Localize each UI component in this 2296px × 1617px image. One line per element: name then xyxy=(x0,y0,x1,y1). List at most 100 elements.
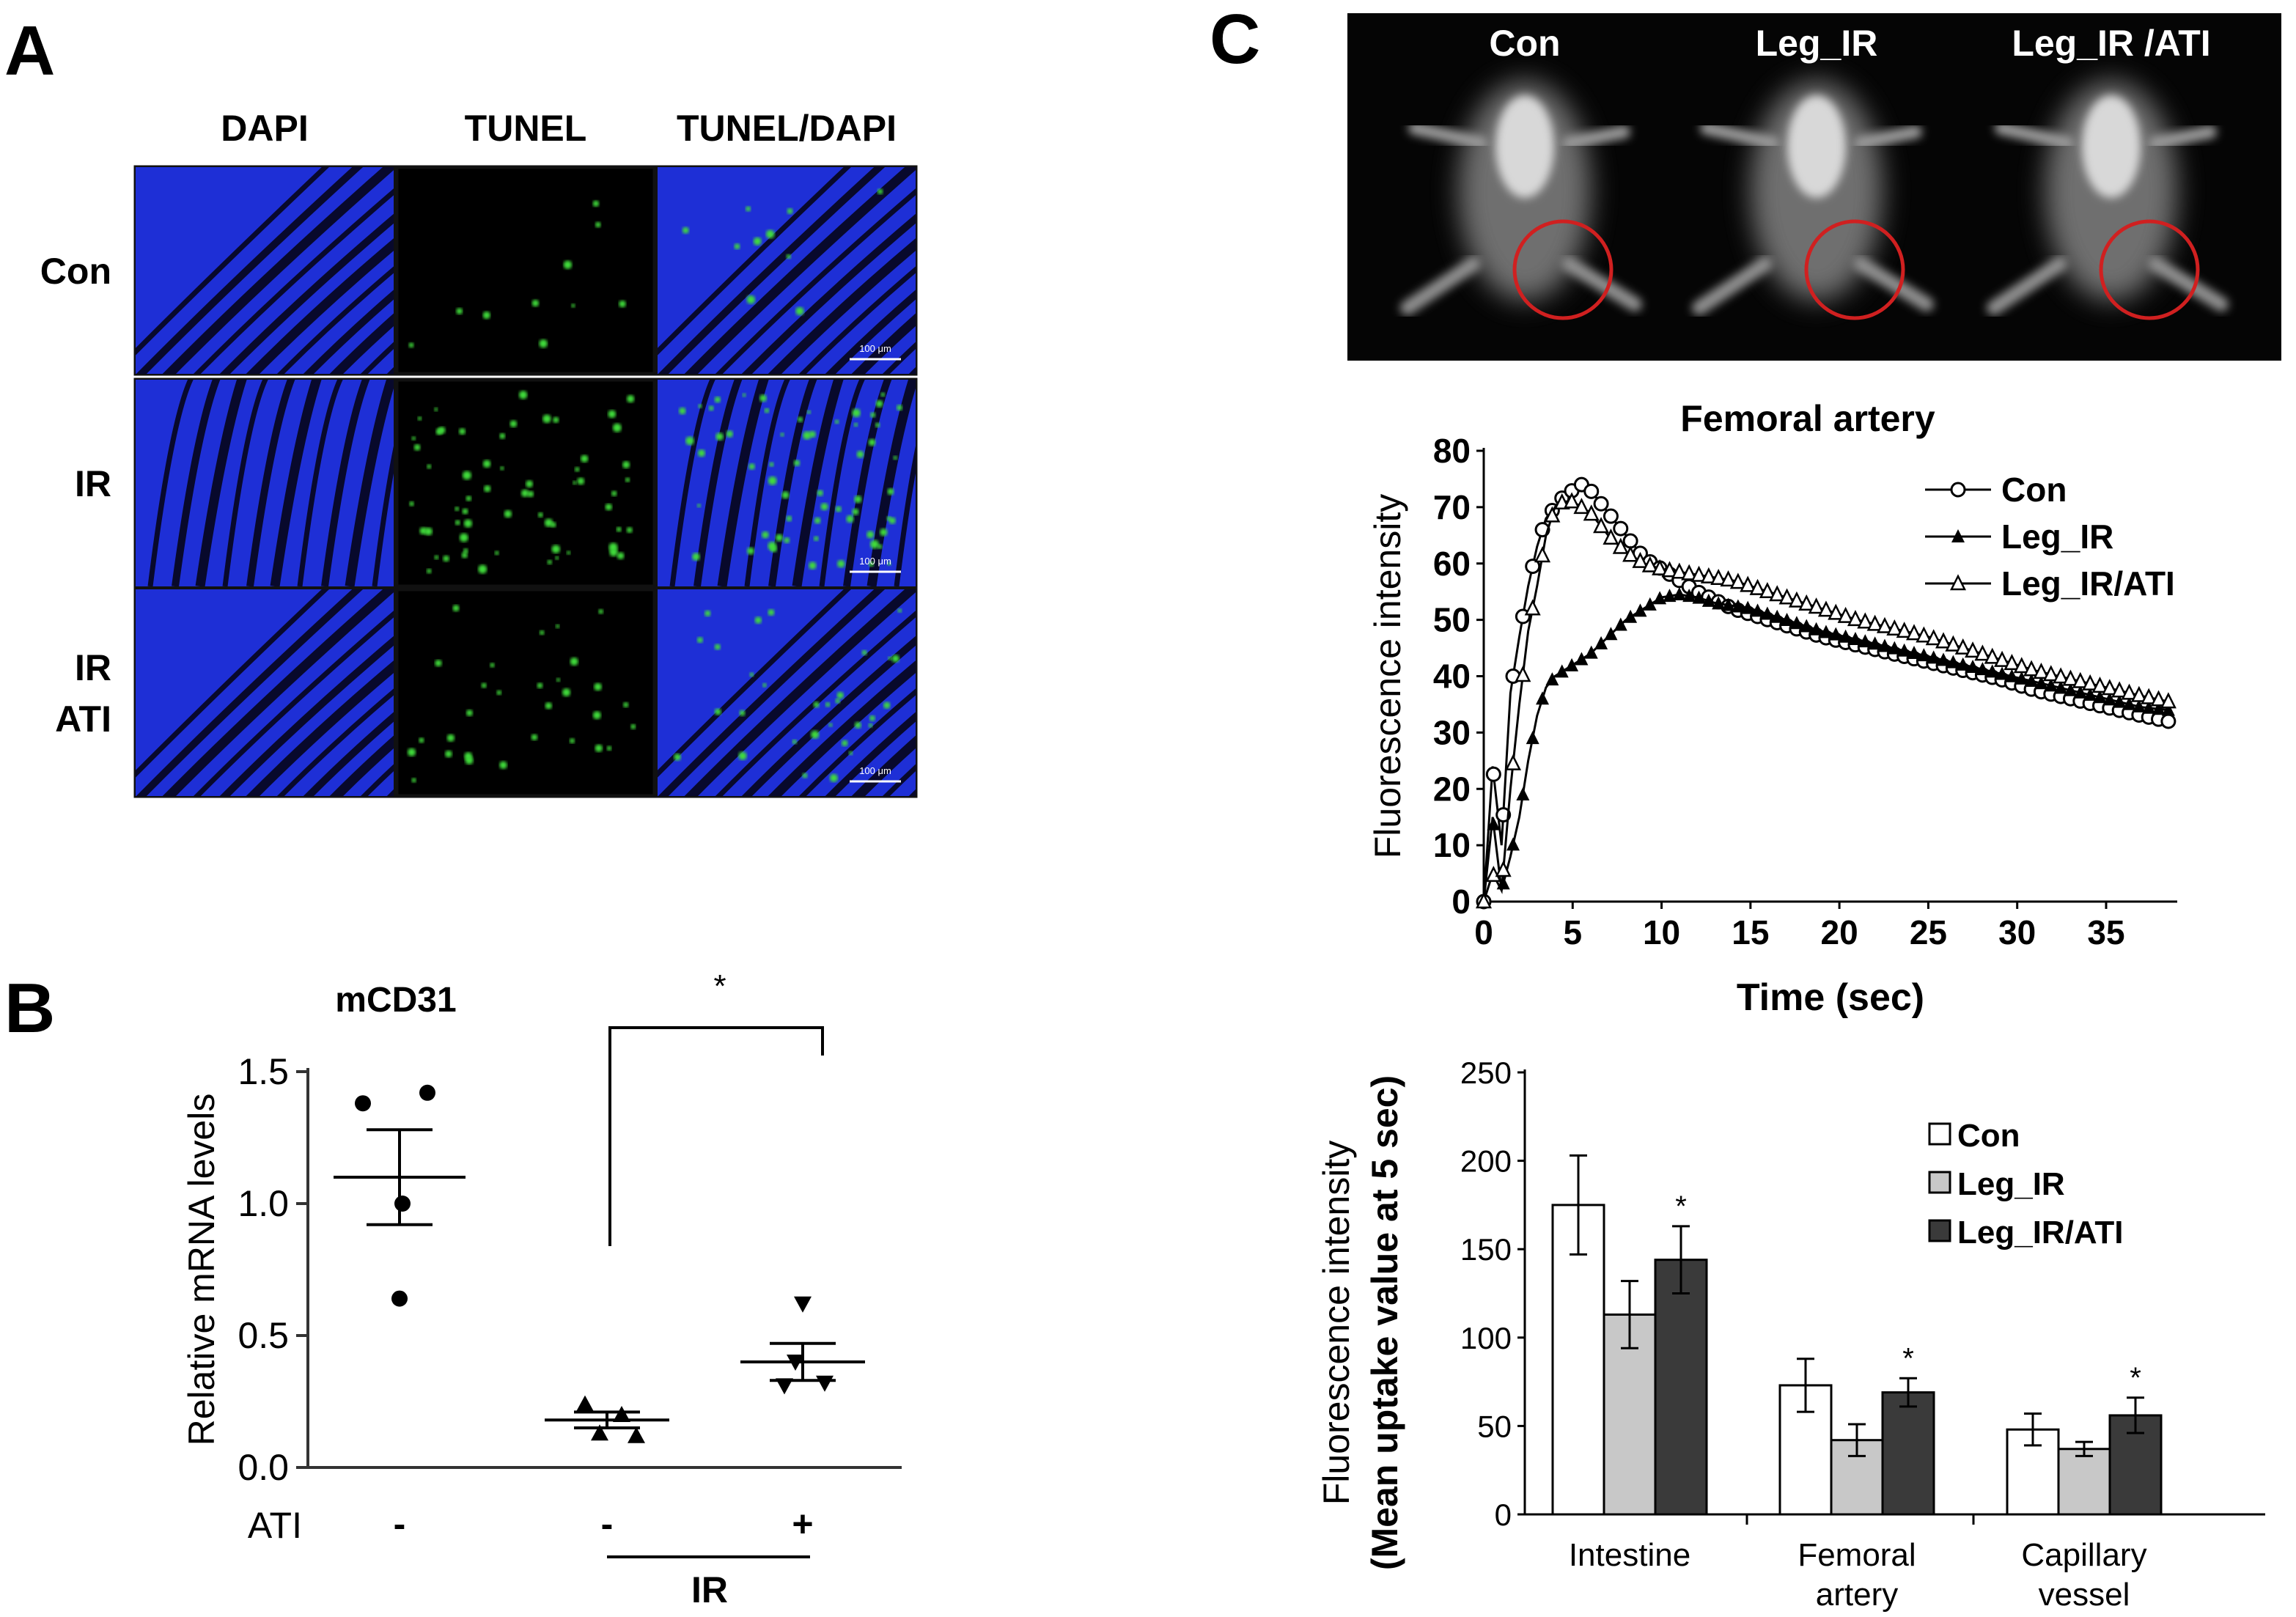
data-point xyxy=(776,1378,793,1395)
tunel-signal xyxy=(598,608,603,614)
x-tick-label: 10 xyxy=(1643,913,1680,951)
y-tick-label: 1.5 xyxy=(238,1051,289,1092)
tunel-signal xyxy=(852,508,859,515)
tunel-signal xyxy=(784,537,790,544)
category-label: artery xyxy=(1816,1577,1898,1613)
data-point xyxy=(1868,636,1882,650)
villus-gap xyxy=(193,188,394,374)
data-point xyxy=(1945,635,1962,652)
villus-gap xyxy=(172,380,221,586)
y-tick-label: 150 xyxy=(1460,1232,1512,1267)
villus-gap xyxy=(768,660,916,796)
panel-a: DAPI TUNEL TUNEL/DAPI Con IR IR ATI 100 μm 100 μ… xyxy=(40,108,965,798)
tunel-signal xyxy=(853,422,858,427)
data-point xyxy=(1769,585,1786,602)
tunel-signal xyxy=(482,460,491,468)
villus-gap xyxy=(162,589,394,796)
data-point xyxy=(2034,676,2048,690)
villus-gap xyxy=(684,589,916,796)
tunel-signal xyxy=(481,682,487,688)
y-tick-label: 70 xyxy=(1433,488,1471,526)
tunel-signal xyxy=(556,677,561,682)
villus-gap xyxy=(219,636,394,796)
data-point xyxy=(1545,672,1559,686)
villus-gap xyxy=(669,380,715,586)
data-point xyxy=(1583,504,1600,521)
data-point xyxy=(1515,666,1531,682)
tunel-signal xyxy=(842,740,848,747)
row-label: ATI xyxy=(55,699,111,740)
data-point xyxy=(1740,575,1756,592)
data-point xyxy=(794,1296,812,1313)
tunel-signal xyxy=(608,542,618,552)
tunel-signal xyxy=(856,450,864,458)
micrograph-tile: 100 μm xyxy=(655,165,918,376)
data-point xyxy=(1506,837,1520,851)
villus-gap xyxy=(843,380,892,586)
tunel-signal xyxy=(537,682,543,689)
hindlimbs xyxy=(1400,257,1642,315)
tunel-signal xyxy=(499,432,506,439)
y-tick-label: 50 xyxy=(1433,601,1471,639)
chart-title: mCD31 xyxy=(335,981,456,1020)
panel-c-imaging: Con Leg_IR Leg_IR /ATI xyxy=(1347,13,2281,361)
villus-gap xyxy=(715,611,916,796)
scale-bar-label: 100 μm xyxy=(859,556,891,567)
data-point xyxy=(1555,664,1569,678)
tunel-signal xyxy=(787,208,793,214)
data-point xyxy=(1622,545,1639,562)
data-point xyxy=(1984,647,2001,664)
tunel-signal xyxy=(509,420,518,428)
y-tick-label: 200 xyxy=(1460,1144,1512,1179)
tunel-signal xyxy=(500,466,504,471)
uptake-bar-chart: 0 50 100 150 200 250 Fluorescence intensity (Me… xyxy=(1316,1056,2265,1613)
tunel-signal xyxy=(463,548,468,553)
tunel-signal xyxy=(569,738,575,744)
villus-gap xyxy=(799,266,916,374)
data-point xyxy=(2005,668,2019,682)
data-point xyxy=(2044,678,2058,692)
forelimbs xyxy=(1995,122,2217,150)
data-point xyxy=(1858,634,1872,648)
data-point xyxy=(1866,614,1883,631)
data-point xyxy=(1661,561,1678,578)
tunel-signal xyxy=(544,518,553,527)
data-point xyxy=(1935,632,1952,649)
data-point xyxy=(591,1424,608,1441)
tunel-signal xyxy=(817,490,823,496)
y-tick-label: 40 xyxy=(1433,658,1471,696)
data-point xyxy=(1712,596,1726,610)
tunel-signal xyxy=(606,745,612,751)
legend-swatch xyxy=(1928,1122,1951,1146)
imaging-label: Con xyxy=(1489,23,1560,64)
data-point xyxy=(1770,609,1784,623)
data-point xyxy=(1837,606,1854,623)
tunel-signal xyxy=(738,751,747,760)
villus-gap xyxy=(303,290,394,374)
data-point xyxy=(1907,645,1921,659)
body-bright-region xyxy=(1495,95,1554,198)
tunel-signal xyxy=(547,559,552,565)
significance-bracket xyxy=(608,1026,824,1246)
legend-label: Leg_IR/ATI xyxy=(1957,1215,2124,1250)
villus-gap xyxy=(921,372,965,586)
tunel-signal xyxy=(566,550,571,555)
data-point xyxy=(2102,692,2116,706)
data-point xyxy=(1603,508,1619,524)
data-point xyxy=(1985,664,1999,678)
data-point xyxy=(355,1095,371,1112)
villus-gap xyxy=(136,167,329,356)
data-point xyxy=(2072,671,2089,688)
villus-gap xyxy=(329,735,394,796)
y-tick-label: 100 xyxy=(1460,1321,1512,1355)
tunel-signal xyxy=(484,485,491,493)
tunel-signal xyxy=(714,708,721,715)
forelimbs xyxy=(1700,122,1922,150)
tunel-signal xyxy=(462,471,471,480)
villus-gap xyxy=(851,735,916,796)
group-label: IR xyxy=(691,1569,728,1610)
data-point xyxy=(2152,701,2166,715)
tunel-signal xyxy=(539,339,548,348)
data-point xyxy=(1966,660,1980,674)
tunel-signal xyxy=(696,504,702,508)
